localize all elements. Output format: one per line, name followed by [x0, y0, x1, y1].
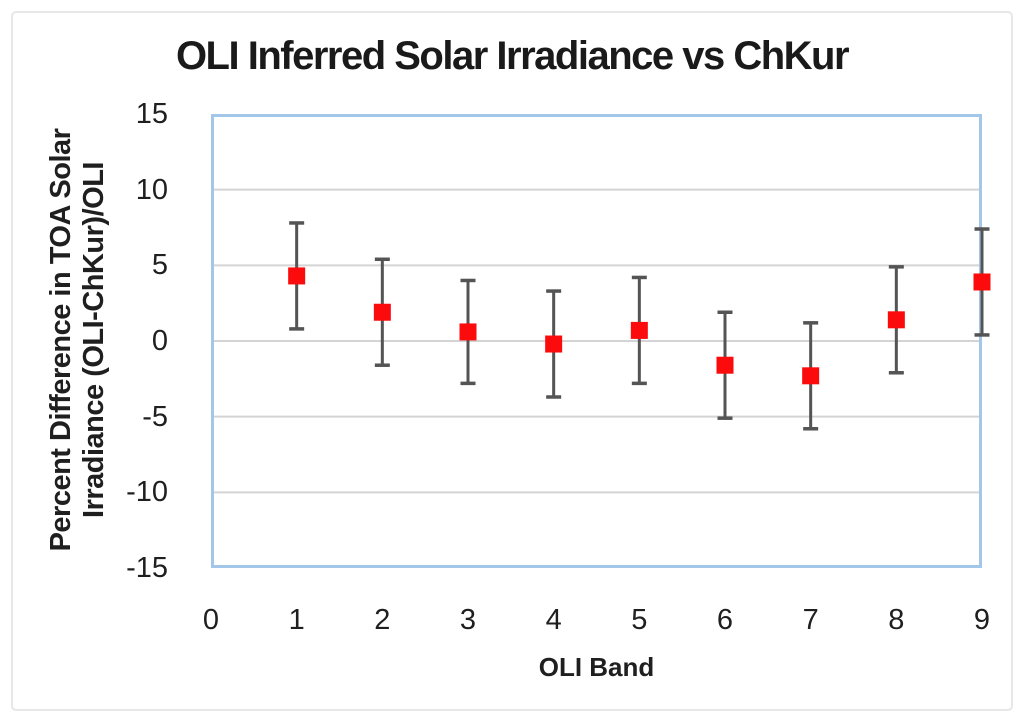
data-point-band-1 [288, 267, 306, 285]
data-point-band-7 [802, 367, 820, 385]
x-tick-label-2: 2 [374, 604, 391, 636]
x-tick-label-9: 9 [973, 604, 991, 636]
x-tick-label-6: 6 [716, 604, 734, 636]
y-tick-label-15: 15 [135, 98, 168, 130]
y-tick-label--5: -5 [142, 400, 168, 433]
x-tick-label-5: 5 [631, 604, 648, 636]
y-tick-label--10: -10 [126, 476, 168, 509]
chart-title: OLI Inferred Solar Irradiance vs ChKur [175, 34, 850, 78]
data-point-band-2 [373, 303, 391, 321]
x-tick-label-7: 7 [802, 604, 819, 636]
data-point-band-8 [887, 311, 905, 329]
y-tick-label-0: 0 [151, 325, 168, 357]
data-point-band-5 [630, 321, 648, 339]
data-point-band-3 [459, 323, 477, 341]
y-tick-label--15: -15 [126, 552, 168, 584]
data-point-band-4 [545, 335, 563, 353]
x-tick-label-8: 8 [888, 604, 905, 636]
plot-border [211, 114, 982, 568]
x-axis-title: OLI Band [538, 652, 655, 682]
plot-area [211, 114, 991, 568]
x-tick-label-4: 4 [545, 604, 562, 636]
x-tick-label-3: 3 [459, 604, 477, 636]
y-tick-label-10: 10 [135, 173, 168, 206]
data-point-band-9 [973, 273, 991, 291]
x-tick-label-1: 1 [288, 604, 305, 636]
x-tick-label-0: 0 [202, 604, 220, 636]
data-point-band-6 [716, 356, 734, 374]
y-tick-label-5: 5 [151, 249, 168, 282]
